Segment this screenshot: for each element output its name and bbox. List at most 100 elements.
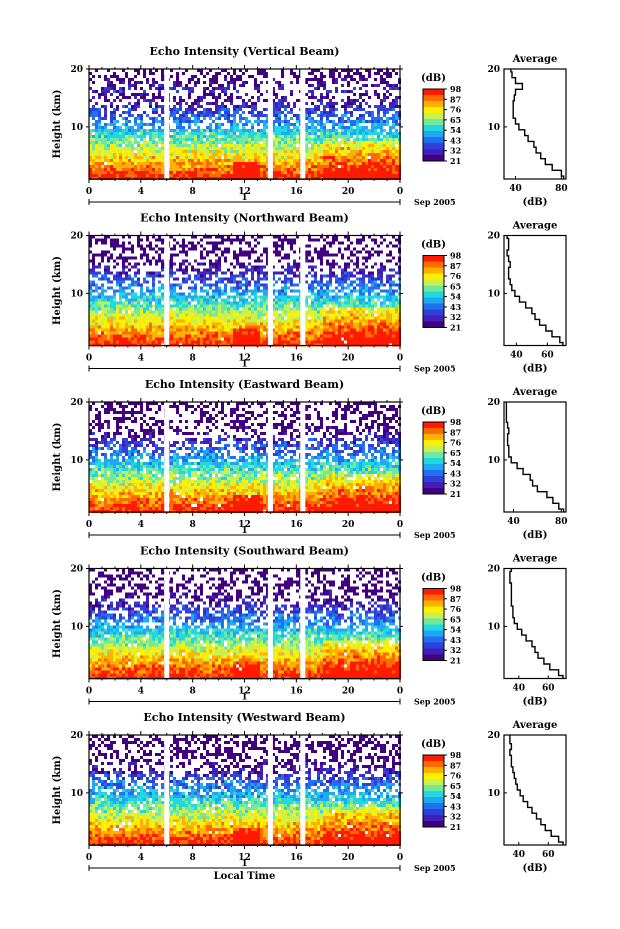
heatmap-cell bbox=[152, 247, 155, 251]
heatmap-cell bbox=[353, 150, 356, 153]
heatmap-cell bbox=[185, 319, 188, 323]
colorbar-swatch bbox=[423, 89, 444, 96]
heatmap-cell bbox=[191, 162, 194, 165]
heatmap-cell bbox=[248, 132, 251, 135]
heatmap-cell bbox=[137, 129, 140, 132]
heatmap-cell bbox=[176, 156, 179, 159]
heatmap-cell bbox=[296, 310, 299, 314]
heatmap-cell bbox=[359, 150, 362, 153]
heatmap-cell bbox=[131, 244, 134, 248]
heatmap-cell bbox=[92, 147, 95, 150]
heatmap-cell bbox=[365, 304, 368, 308]
heatmap-cell bbox=[89, 271, 92, 275]
heatmap-cell bbox=[95, 253, 98, 257]
heatmap-cell bbox=[284, 301, 287, 305]
heatmap-cell bbox=[278, 147, 281, 150]
heatmap-cell bbox=[368, 289, 371, 293]
heatmap-cell bbox=[359, 93, 362, 96]
heatmap-cell bbox=[119, 153, 122, 156]
heatmap-cell bbox=[188, 162, 191, 165]
heatmap-cell bbox=[197, 114, 200, 117]
heatmap-cell bbox=[395, 132, 398, 135]
heatmap-cell bbox=[383, 96, 386, 99]
heatmap-cell bbox=[203, 108, 206, 111]
heatmap-cell bbox=[323, 126, 326, 129]
heatmap-cell bbox=[215, 241, 218, 245]
heatmap-cell bbox=[152, 171, 155, 174]
heatmap-cell bbox=[143, 277, 146, 281]
heatmap-cell bbox=[389, 274, 392, 278]
heatmap-cell bbox=[125, 165, 128, 168]
heatmap-cell bbox=[194, 307, 197, 311]
heatmap-cell bbox=[248, 150, 251, 153]
heatmap-cell bbox=[203, 256, 206, 260]
heatmap-cell bbox=[98, 111, 101, 114]
heatmap-cell bbox=[230, 289, 233, 293]
heatmap-cell bbox=[281, 138, 284, 141]
heatmap-cell bbox=[287, 141, 290, 144]
heatmap-cell bbox=[362, 126, 365, 129]
heatmap-cell bbox=[200, 165, 203, 168]
heatmap-cell bbox=[275, 111, 278, 114]
heatmap-cell bbox=[284, 156, 287, 159]
heatmap-cell bbox=[260, 72, 263, 75]
heatmap-cell bbox=[392, 84, 395, 87]
heatmap-cell bbox=[125, 75, 128, 78]
heatmap-cell bbox=[251, 102, 254, 105]
heatmap-cell bbox=[272, 114, 275, 117]
heatmap-cell bbox=[386, 253, 389, 257]
heatmap-cell bbox=[110, 120, 113, 123]
heatmap-cell bbox=[353, 274, 356, 278]
heatmap-cell bbox=[317, 165, 320, 168]
heatmap-cell bbox=[311, 256, 314, 260]
heatmap-cell bbox=[203, 268, 206, 272]
heatmap-cell bbox=[218, 310, 221, 314]
heatmap-cell bbox=[383, 123, 386, 126]
heatmap-cell bbox=[374, 144, 377, 147]
heatmap-cell bbox=[284, 150, 287, 153]
heatmap-cell bbox=[275, 313, 278, 317]
heatmap-cell bbox=[290, 150, 293, 153]
heatmap-cell bbox=[275, 310, 278, 314]
heatmap-cell bbox=[140, 93, 143, 96]
heatmap-cell bbox=[221, 292, 224, 296]
heatmap-cell bbox=[104, 174, 107, 177]
heatmap-cell bbox=[221, 241, 224, 245]
heatmap-cell bbox=[161, 174, 164, 177]
heatmap-cell bbox=[224, 277, 227, 281]
heatmap-cell bbox=[173, 84, 176, 87]
heatmap-cell bbox=[155, 307, 158, 311]
heatmap-cell bbox=[362, 162, 365, 165]
heatmap-cell bbox=[245, 135, 248, 138]
heatmap-cell bbox=[191, 310, 194, 314]
heatmap-cell bbox=[251, 265, 254, 269]
heatmap-cell bbox=[320, 72, 323, 75]
heatmap-cell bbox=[248, 75, 251, 78]
heatmap-cell bbox=[149, 153, 152, 156]
heatmap-cell bbox=[233, 150, 236, 153]
heatmap-cell bbox=[236, 322, 239, 326]
heatmap-cell bbox=[98, 93, 101, 96]
heatmap-cell bbox=[347, 262, 350, 266]
heatmap-cell bbox=[155, 102, 158, 105]
heatmap-cell bbox=[278, 162, 281, 165]
heatmap-cell bbox=[206, 144, 209, 147]
heatmap-cell bbox=[395, 120, 398, 123]
heatmap-cell bbox=[308, 72, 311, 75]
heatmap-cell bbox=[263, 132, 266, 135]
heatmap-cell bbox=[311, 150, 314, 153]
heatmap-cell bbox=[392, 153, 395, 156]
heatmap-cell bbox=[296, 159, 299, 162]
heatmap-cell bbox=[263, 69, 266, 72]
heatmap-cell bbox=[92, 325, 95, 329]
heatmap-cell bbox=[182, 141, 185, 144]
heatmap-cell bbox=[359, 304, 362, 308]
heatmap-cell bbox=[215, 147, 218, 150]
beam-panel-1: Echo Intensity (Northward Beam)Height (k… bbox=[52, 212, 567, 375]
heatmap-cell bbox=[212, 150, 215, 153]
heatmap-cell bbox=[338, 135, 341, 138]
heatmap-cell bbox=[227, 307, 230, 311]
heatmap-cell bbox=[380, 268, 383, 272]
heatmap-cell bbox=[134, 292, 137, 296]
heatmap-cell bbox=[173, 153, 176, 156]
